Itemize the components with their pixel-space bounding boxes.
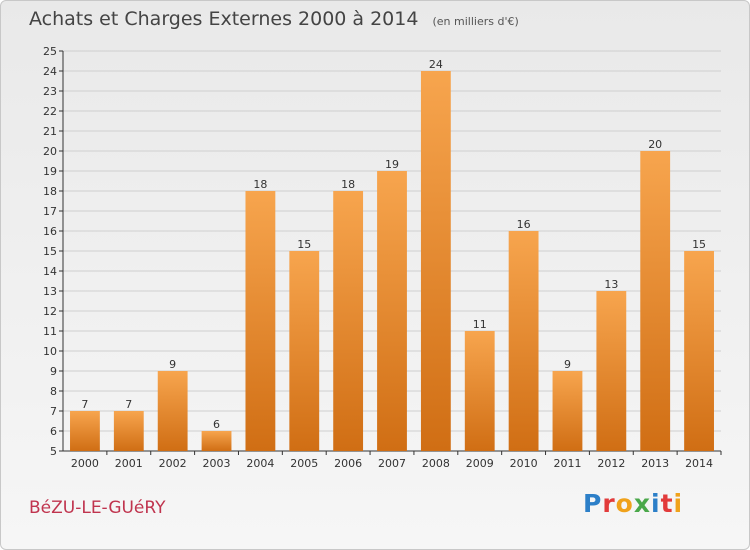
bar bbox=[508, 231, 539, 451]
y-tick-label: 15 bbox=[43, 245, 57, 258]
bar bbox=[70, 411, 100, 451]
bar bbox=[552, 371, 583, 451]
data-label: 18 bbox=[253, 178, 267, 191]
chart-title-text: Achats et Charges Externes 2000 à 2014 bbox=[29, 8, 419, 30]
bar bbox=[157, 371, 188, 451]
data-label: 9 bbox=[564, 358, 571, 371]
logo-letter: i bbox=[673, 489, 684, 518]
data-label: 11 bbox=[473, 318, 487, 331]
y-tick-label: 14 bbox=[43, 265, 57, 278]
proxiti-logo: Proxiti bbox=[583, 489, 683, 518]
y-tick-label: 13 bbox=[43, 285, 57, 298]
data-label: 16 bbox=[517, 218, 531, 231]
commune-name: BéZU-LE-GUéRY bbox=[29, 498, 166, 518]
data-label: 6 bbox=[213, 418, 220, 431]
y-tick-label: 10 bbox=[43, 345, 57, 358]
bar bbox=[289, 251, 320, 451]
logo-letter: t bbox=[660, 489, 674, 518]
logo-letter: r bbox=[602, 489, 616, 518]
bar bbox=[201, 431, 232, 451]
logo-letter: o bbox=[615, 489, 634, 518]
chart-title: Achats et Charges Externes 2000 à 2014 (… bbox=[29, 8, 519, 30]
bar bbox=[640, 151, 671, 451]
x-tick-label: 2013 bbox=[641, 457, 669, 470]
y-tick-label: 21 bbox=[43, 125, 57, 138]
data-label: 9 bbox=[169, 358, 176, 371]
x-tick-label: 2014 bbox=[685, 457, 713, 470]
logo-letter: P bbox=[583, 489, 603, 518]
x-tick-label: 2003 bbox=[203, 457, 231, 470]
y-tick-label: 6 bbox=[50, 425, 57, 438]
data-label: 15 bbox=[692, 238, 706, 251]
y-tick-label: 11 bbox=[43, 325, 57, 338]
data-label: 20 bbox=[648, 138, 662, 151]
y-tick-label: 9 bbox=[50, 365, 57, 378]
bar bbox=[464, 331, 495, 451]
logo-letter: x bbox=[633, 489, 651, 518]
x-tick-label: 2010 bbox=[510, 457, 538, 470]
data-label: 15 bbox=[297, 238, 311, 251]
data-label: 7 bbox=[125, 398, 132, 411]
y-tick-label: 17 bbox=[43, 205, 57, 218]
y-tick-label: 8 bbox=[50, 385, 57, 398]
x-tick-label: 2011 bbox=[553, 457, 581, 470]
x-tick-label: 2004 bbox=[246, 457, 274, 470]
x-tick-label: 2012 bbox=[597, 457, 625, 470]
y-tick-label: 20 bbox=[43, 145, 57, 158]
x-tick-label: 2006 bbox=[334, 457, 362, 470]
x-tick-label: 2009 bbox=[466, 457, 494, 470]
bar bbox=[333, 191, 364, 451]
y-tick-label: 22 bbox=[43, 105, 57, 118]
y-tick-label: 24 bbox=[43, 65, 57, 78]
bar bbox=[684, 251, 714, 451]
y-tick-label: 16 bbox=[43, 225, 57, 238]
y-tick-label: 12 bbox=[43, 305, 57, 318]
x-tick-label: 2007 bbox=[378, 457, 406, 470]
y-tick-label: 25 bbox=[43, 45, 57, 58]
bar bbox=[245, 191, 276, 451]
bar bbox=[420, 71, 451, 451]
y-tick-label: 19 bbox=[43, 165, 57, 178]
y-tick-label: 5 bbox=[50, 445, 57, 458]
x-tick-label: 2005 bbox=[290, 457, 318, 470]
bar bbox=[113, 411, 144, 451]
x-tick-label: 2008 bbox=[422, 457, 450, 470]
chart-subtitle: (en milliers d'€) bbox=[432, 15, 519, 28]
data-label: 7 bbox=[81, 398, 88, 411]
bar bbox=[377, 171, 407, 451]
bar bbox=[596, 291, 627, 451]
x-tick-label: 2002 bbox=[159, 457, 187, 470]
y-tick-label: 18 bbox=[43, 185, 57, 198]
data-label: 24 bbox=[429, 58, 443, 71]
x-tick-label: 2001 bbox=[115, 457, 143, 470]
data-label: 18 bbox=[341, 178, 355, 191]
logo-letter: i bbox=[651, 489, 661, 518]
y-tick-label: 7 bbox=[50, 405, 57, 418]
data-label: 19 bbox=[385, 158, 399, 171]
data-label: 13 bbox=[604, 278, 618, 291]
y-tick-label: 23 bbox=[43, 85, 57, 98]
x-tick-label: 2000 bbox=[71, 457, 99, 470]
